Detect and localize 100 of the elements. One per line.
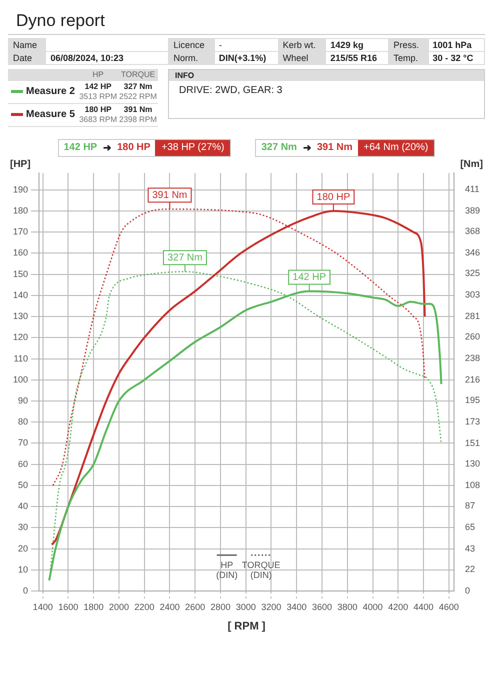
y2-tick-label: 87 (464, 500, 475, 511)
y2-tick-label: 389 (464, 206, 480, 216)
text: 3683 RPM (79, 115, 117, 124)
chart-title: Dyno report (8, 8, 485, 35)
y-tick-label: 190 (12, 184, 28, 194)
x-tick-label: 4000 (362, 602, 383, 612)
legend-label: Measure 2 (26, 86, 75, 97)
y2-tick-label: 368 (464, 226, 480, 236)
text: 30 - 32 °C (428, 52, 484, 64)
text: ➜ (102, 142, 112, 156)
text: +64 Nm (20%) (358, 140, 434, 156)
y-tick-label: 150 (12, 268, 28, 279)
y-tick-label: 60 (18, 458, 28, 469)
annotation: HP (DIN) (216, 560, 238, 580)
y-axis-title: [HP] (10, 158, 31, 170)
text: 180 HP (116, 141, 152, 155)
y2-tick-label: 325 (464, 268, 480, 278)
y2-tick-label: 43 (464, 543, 475, 554)
text: Temp. (388, 52, 428, 64)
text: 1429 kg (326, 38, 389, 52)
text: HP (92, 69, 105, 81)
text: 06/08/2024, 10:23 (46, 52, 169, 64)
y2-tick-label: 0 (464, 585, 470, 596)
y-tick-label: 30 (18, 522, 28, 532)
text: INFO (169, 70, 484, 81)
text: 327 Nm (124, 82, 152, 91)
data-label: 391 Nm (152, 190, 188, 201)
text: - (214, 38, 278, 52)
y2-tick-label: 173 (464, 416, 480, 427)
text: 1001 hPa (428, 38, 484, 52)
y-tick-label: 0 (23, 585, 28, 596)
y2-tick-label: 22 (464, 564, 475, 574)
text: Name (8, 38, 46, 52)
y2-tick-label: 346 (464, 248, 480, 258)
x-tick-label: 1600 (58, 602, 78, 612)
text: ➜ (302, 143, 311, 154)
x-tick-label: 3000 (236, 602, 256, 612)
y-tick-label: 90 (18, 395, 28, 406)
legend-label: Measure 5 (26, 109, 75, 120)
data-label: 142 HP (292, 272, 326, 283)
y2-axis-title: [Nm] (460, 158, 483, 170)
data-label: 327 Nm (167, 252, 202, 264)
text: DIN(+3.1%) (214, 52, 278, 64)
y2-tick-label: 411 (464, 184, 480, 194)
y2-tick-label: 238 (464, 353, 480, 364)
text: 215/55 R16 (326, 52, 389, 64)
x-tick-label: 1400 (32, 602, 53, 612)
text: +38 HP (27%) (155, 140, 230, 156)
y2-tick-label: 108 (464, 480, 480, 490)
y-tick-label: 20 (18, 543, 28, 554)
y-tick-label: 110 (14, 353, 28, 364)
annotation: TORQUE (DIN) (242, 560, 280, 580)
y2-tick-label: 303 (464, 290, 480, 300)
text: TORQUE (120, 69, 156, 81)
x-tick-label: 3600 (312, 602, 332, 612)
x-tick-label: 4600 (438, 602, 459, 612)
text: 2522 RPM (119, 92, 157, 101)
text: 391 Nm (124, 105, 152, 114)
y-tick-label: 180 (12, 205, 28, 216)
text: DRIVE: 2WD, GEAR: 3 (178, 84, 284, 98)
y2-tick-label: 65 (464, 522, 475, 532)
text: 3513 RPM (79, 92, 117, 101)
x-tick-label: 2400 (160, 602, 180, 612)
y2-tick-label: 281 (464, 311, 480, 322)
y-tick-label: 120 (12, 332, 28, 342)
y2-tick-label: 151 (464, 438, 480, 448)
text: 2398 RPM (119, 115, 157, 124)
y-tick-label: 160 (12, 248, 28, 258)
y2-tick-label: 260 (464, 332, 480, 342)
y-tick-label: 10 (18, 564, 28, 574)
text: Kerb wt. (278, 38, 326, 52)
x-tick-label: 3200 (261, 602, 282, 612)
x-tick-label: 2600 (185, 602, 206, 612)
y-tick-label: 80 (18, 416, 28, 427)
y-tick-label: 70 (18, 438, 28, 448)
y-tick-label: 100 (12, 374, 28, 384)
text: Date (8, 52, 46, 64)
text: Wheel (278, 52, 326, 64)
y2-tick-label: 130 (464, 458, 480, 469)
y-tick-label: 170 (12, 226, 28, 237)
y-tick-label: 50 (18, 480, 28, 490)
x-tick-label: 2800 (210, 602, 230, 612)
text: 142 HP (84, 82, 112, 91)
y2-tick-label: 195 (464, 395, 480, 406)
x-tick-label: 4400 (414, 602, 434, 612)
text: 391 Nm (316, 141, 354, 155)
text: 327 Nm (260, 141, 298, 155)
x-tick-label: 3400 (286, 602, 307, 612)
data-label: 180 HP (316, 192, 350, 203)
text: 180 HP (84, 105, 112, 114)
y-tick-label: 40 (18, 501, 28, 512)
x-axis-title: [ RPM ] (228, 620, 266, 632)
text: 142 HP (62, 141, 98, 155)
x-tick-label: 4200 (388, 602, 408, 612)
x-tick-label: 1800 (84, 602, 104, 612)
x-tick-label: 2200 (134, 602, 154, 612)
x-tick-label: 3800 (337, 602, 358, 612)
y-tick-label: 130 (12, 311, 28, 322)
x-tick-label: 2000 (108, 602, 129, 612)
text: Licence (168, 38, 214, 52)
